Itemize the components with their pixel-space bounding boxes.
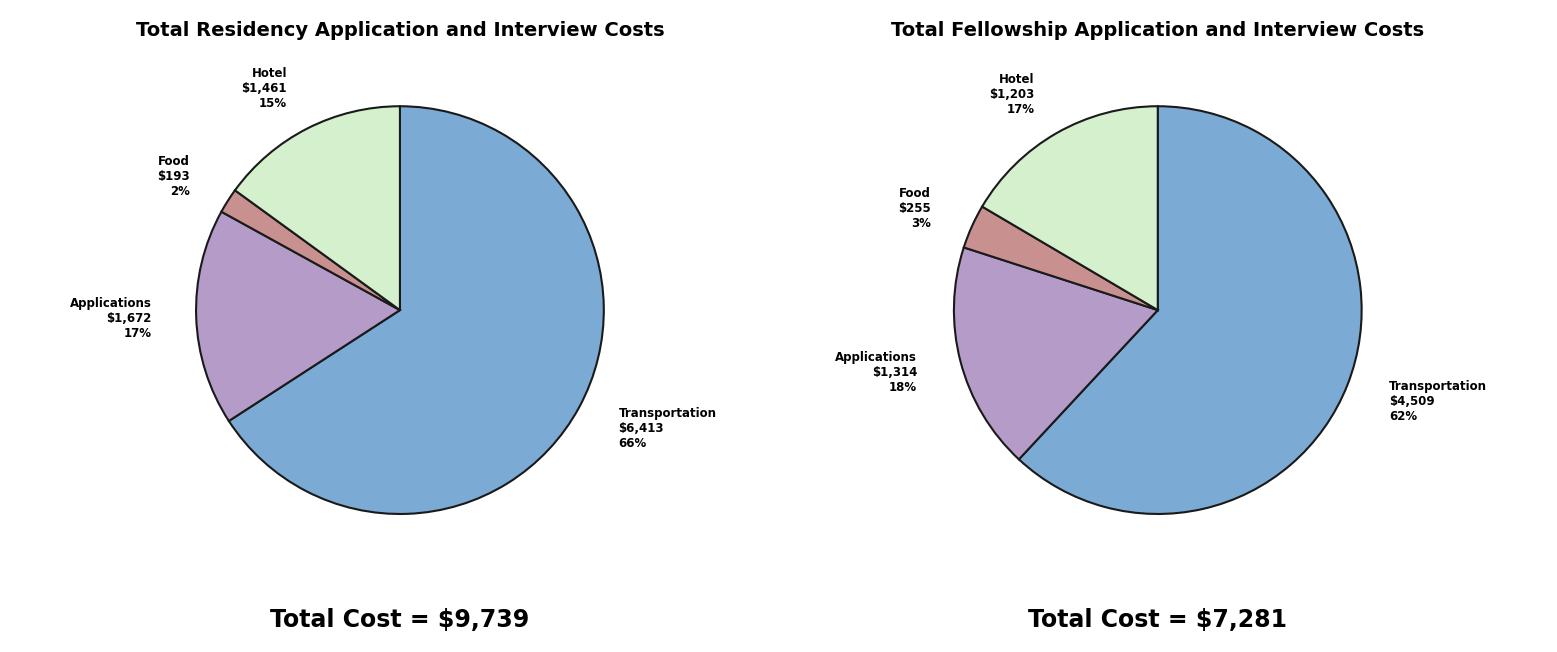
Title: Total Residency Application and Interview Costs: Total Residency Application and Intervie… bbox=[135, 21, 665, 40]
Text: Applications
$1,314
18%: Applications $1,314 18% bbox=[835, 351, 917, 394]
Text: Total Cost = $9,739: Total Cost = $9,739 bbox=[271, 608, 529, 632]
Text: Food
$193
2%: Food $193 2% bbox=[157, 155, 190, 198]
Text: Transportation
$4,509
62%: Transportation $4,509 62% bbox=[1389, 379, 1487, 422]
Wedge shape bbox=[196, 212, 400, 421]
Wedge shape bbox=[235, 106, 400, 310]
Wedge shape bbox=[954, 247, 1158, 460]
Text: Hotel
$1,461
15%: Hotel $1,461 15% bbox=[241, 67, 286, 110]
Wedge shape bbox=[229, 106, 604, 514]
Text: Applications
$1,672
17%: Applications $1,672 17% bbox=[70, 297, 151, 340]
Wedge shape bbox=[1018, 106, 1362, 514]
Wedge shape bbox=[964, 207, 1158, 310]
Wedge shape bbox=[982, 106, 1158, 310]
Wedge shape bbox=[221, 190, 400, 310]
Title: Total Fellowship Application and Interview Costs: Total Fellowship Application and Intervi… bbox=[891, 21, 1425, 40]
Text: Hotel
$1,203
17%: Hotel $1,203 17% bbox=[989, 72, 1034, 115]
Text: Food
$255
3%: Food $255 3% bbox=[898, 186, 931, 230]
Text: Transportation
$6,413
66%: Transportation $6,413 66% bbox=[618, 408, 716, 451]
Text: Total Cost = $7,281: Total Cost = $7,281 bbox=[1028, 608, 1288, 632]
